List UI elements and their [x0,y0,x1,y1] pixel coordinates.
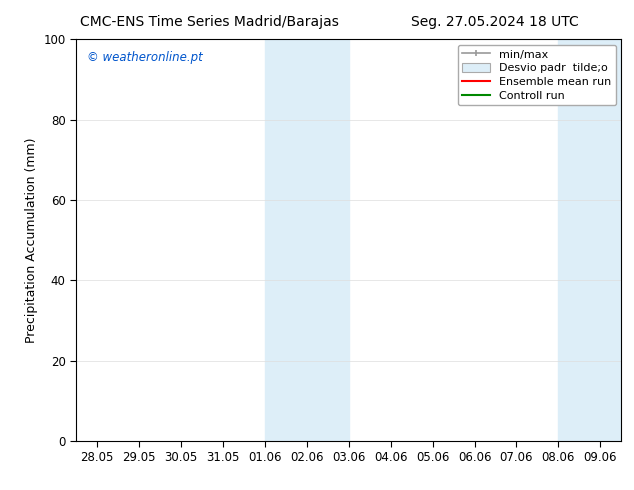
Legend: min/max, Desvio padr  tilde;o, Ensemble mean run, Controll run: min/max, Desvio padr tilde;o, Ensemble m… [458,45,616,105]
Text: © weatheronline.pt: © weatheronline.pt [87,51,203,64]
Bar [265,39,349,441]
Y-axis label: Precipitation Accumulation (mm): Precipitation Accumulation (mm) [25,137,38,343]
Text: Seg. 27.05.2024 18 UTC: Seg. 27.05.2024 18 UTC [411,15,578,29]
Text: CMC-ENS Time Series Madrid/Barajas: CMC-ENS Time Series Madrid/Barajas [80,15,339,29]
Bar [559,39,621,441]
